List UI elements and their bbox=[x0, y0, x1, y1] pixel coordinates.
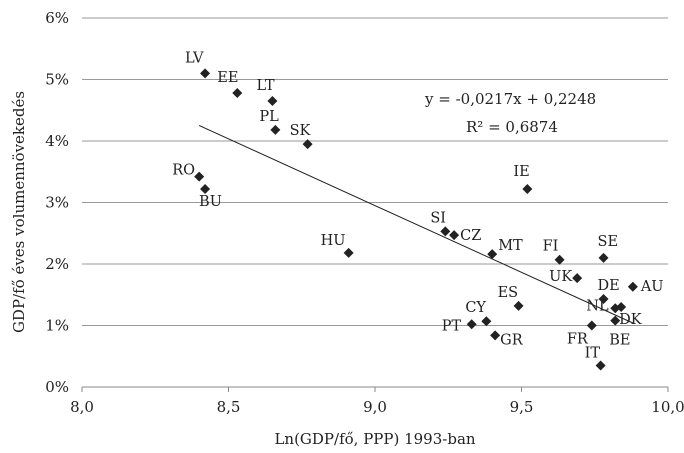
data-point-de bbox=[598, 294, 609, 305]
trend-line bbox=[198, 125, 634, 324]
data-point-se bbox=[598, 252, 609, 263]
y-tick-labels: 0% 1% 2% 3% 4% 5% 6% bbox=[45, 9, 69, 396]
point-label-it: IT bbox=[585, 345, 601, 361]
data-point-gr bbox=[490, 330, 501, 341]
data-point-ee bbox=[232, 88, 243, 99]
x-tick-label: 10,0 bbox=[651, 398, 684, 416]
y-tick-label: 2% bbox=[45, 255, 69, 273]
data-point-es bbox=[513, 300, 524, 311]
point-label-pt: PT bbox=[442, 318, 462, 334]
x-tick-labels: 8,0 8,5 9,0 9,5 10,0 bbox=[70, 387, 684, 416]
y-tick-label: 0% bbox=[45, 378, 69, 396]
data-points bbox=[194, 68, 638, 371]
y-tick-label: 4% bbox=[45, 132, 69, 150]
point-label-ro: RO bbox=[172, 163, 195, 179]
data-point-lt bbox=[267, 96, 278, 107]
point-label-cz: CZ bbox=[460, 228, 481, 244]
y-tick-label: 6% bbox=[45, 9, 69, 27]
data-point-pt bbox=[466, 319, 477, 330]
data-point-cz bbox=[449, 230, 460, 241]
y-tick-label: 5% bbox=[45, 71, 69, 89]
point-label-de: DE bbox=[598, 278, 620, 294]
r-squared-label: R² = 0,6874 bbox=[466, 118, 558, 136]
y-axis-title: GDP/fő éves volumennövekedés bbox=[10, 91, 28, 333]
x-tick-label: 9,0 bbox=[363, 398, 387, 416]
data-point-ro bbox=[194, 171, 205, 182]
point-label-ie: IE bbox=[513, 164, 529, 180]
point-label-bu: BU bbox=[199, 194, 222, 210]
data-point-cy bbox=[481, 316, 492, 327]
data-point-sk bbox=[302, 139, 313, 150]
data-point-ie bbox=[522, 183, 533, 194]
point-label-uk: UK bbox=[549, 269, 573, 285]
point-label-cy: CY bbox=[465, 300, 486, 316]
y-tick-label: 3% bbox=[45, 194, 69, 212]
point-label-se: SE bbox=[598, 234, 619, 250]
data-point-au bbox=[627, 281, 638, 292]
x-axis-title: Ln(GDP/fő, PPP) 1993-ban bbox=[274, 430, 475, 448]
point-label-pl: PL bbox=[259, 109, 279, 125]
data-point-fi bbox=[554, 254, 565, 265]
point-label-lt: LT bbox=[256, 78, 274, 94]
data-point-be bbox=[610, 315, 621, 326]
point-label-fr: FR bbox=[567, 332, 589, 348]
point-label-dk: DK bbox=[619, 312, 643, 328]
data-point-hu bbox=[343, 247, 354, 258]
data-point-fr bbox=[586, 320, 597, 331]
x-tick-label: 8,5 bbox=[217, 398, 241, 416]
x-tick-label: 8,0 bbox=[70, 398, 94, 416]
data-point-lv bbox=[200, 68, 211, 79]
data-point-it bbox=[595, 360, 606, 371]
point-label-es: ES bbox=[498, 285, 519, 301]
x-tick-label: 9,5 bbox=[510, 398, 534, 416]
point-label-gr: GR bbox=[500, 332, 524, 348]
data-point-dk bbox=[616, 302, 627, 313]
point-label-lv: LV bbox=[185, 50, 204, 66]
point-label-ee: EE bbox=[217, 70, 238, 86]
data-point-mt bbox=[487, 249, 498, 260]
data-point-pl bbox=[270, 124, 281, 135]
data-point-bu bbox=[200, 183, 211, 194]
data-point-uk bbox=[572, 273, 583, 284]
point-label-mt: MT bbox=[498, 238, 523, 254]
gridlines bbox=[82, 17, 668, 326]
point-label-au: AU bbox=[640, 279, 664, 295]
trend-equation: y = -0,0217x + 0,2248 bbox=[424, 90, 596, 108]
data-point-si bbox=[440, 226, 451, 237]
point-label-sk: SK bbox=[290, 123, 312, 139]
point-label-si: SI bbox=[430, 210, 446, 226]
point-label-be: BE bbox=[609, 333, 630, 349]
y-tick-label: 1% bbox=[45, 317, 69, 335]
point-label-fi: FI bbox=[543, 239, 559, 255]
point-label-nl: NL bbox=[586, 298, 609, 314]
point-label-hu: HU bbox=[321, 233, 346, 249]
